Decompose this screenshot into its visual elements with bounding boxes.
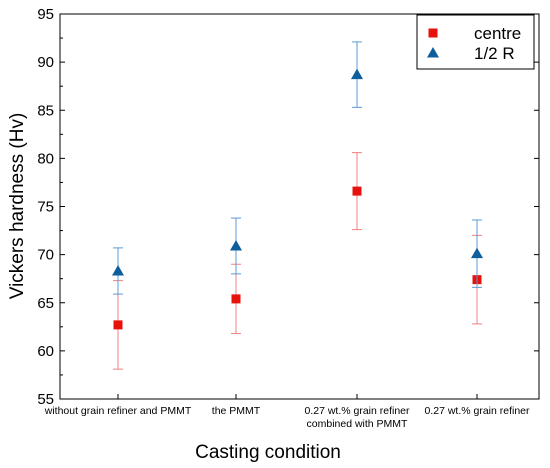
y-axis-ticks: 55 60 65 70 75 80 85 90 95 (37, 6, 539, 408)
data-point-square (352, 186, 362, 196)
y-tick-label: 70 (37, 247, 54, 264)
data-point-square (231, 294, 241, 304)
legend-label: 1/2 R (474, 44, 515, 63)
y-tick-label: 90 (37, 54, 54, 71)
data-point-triangle (112, 264, 124, 276)
x-tick-label: the PMMT (212, 405, 261, 417)
series-half-r (112, 41, 483, 295)
plot-frame (59, 13, 540, 400)
legend-label: centre (474, 24, 521, 43)
y-tick-label: 65 (37, 295, 54, 312)
y-tick-label: 85 (37, 102, 54, 119)
data-point-triangle (230, 239, 242, 251)
y-tick-label: 75 (37, 199, 54, 216)
x-tick-label: 0.27 wt.% grain refiner (424, 405, 530, 417)
x-tick-label: combined with PMMT (307, 418, 409, 430)
x-axis-title: Casting condition (195, 442, 341, 463)
x-tick-label: without grain refiner and PMMT (44, 405, 192, 417)
y-axis-title: Vickers hardness (Hv) (7, 113, 28, 300)
data-point-square (113, 320, 123, 330)
legend-marker-square (428, 28, 438, 38)
series-layer (112, 41, 483, 370)
legend-box (416, 14, 535, 70)
x-tick-label: 0.27 wt.% grain refiner (304, 405, 410, 417)
y-tick-label: 80 (37, 150, 54, 167)
data-point-triangle (351, 68, 363, 80)
series-centre (113, 152, 482, 370)
legend-marker-triangle (427, 47, 439, 58)
y-tick-label: 55 (37, 391, 54, 408)
y-tick-label: 95 (37, 6, 54, 23)
y-tick-label: 60 (37, 343, 54, 360)
data-point-triangle (471, 247, 483, 259)
x-axis-ticks: without grain refiner and PMMT the PMMT 0.… (44, 394, 530, 430)
